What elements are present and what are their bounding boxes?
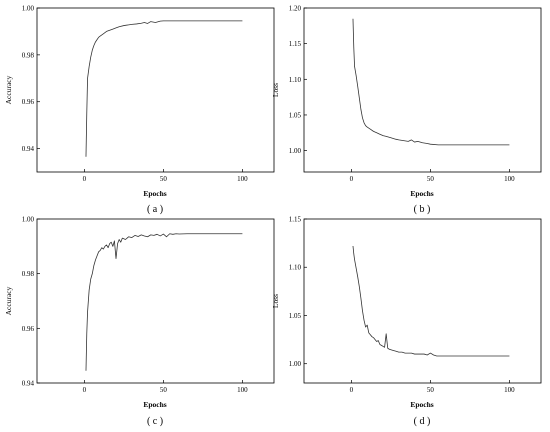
y-tick-label: 0.96 <box>22 325 35 333</box>
x-tick-label: 50 <box>160 175 168 183</box>
panel-caption: ( d ) <box>414 416 431 427</box>
x-tick-label: 0 <box>350 386 354 394</box>
y-tick-label: 1.00 <box>22 5 35 13</box>
y-axis-label: Accuracy <box>4 75 13 104</box>
chart-panel-a: 0 50 100 0.94 0.96 0.98 1.00 Accuracy Epochs (… <box>4 5 275 215</box>
series-line <box>85 233 243 371</box>
x-tick-label: 0 <box>83 175 87 183</box>
plot-frame <box>303 7 542 173</box>
y-tick-label: 1.15 <box>289 216 302 224</box>
x-axis-label: Epochs <box>410 400 433 409</box>
y-tick-label: 0.98 <box>22 270 35 278</box>
plot-marks: 0 50 100 1.00 1.05 1.10 1.15 1.20 <box>289 5 515 184</box>
panel-caption: ( c ) <box>147 416 163 427</box>
y-axis-label: Loss <box>271 83 280 97</box>
x-tick-label: 100 <box>237 386 248 394</box>
y-tick-label: 1.10 <box>289 264 302 272</box>
y-tick-label: 1.05 <box>289 111 302 119</box>
x-tick-label: 100 <box>504 386 515 394</box>
y-tick-label: 1.00 <box>289 360 302 368</box>
x-axis-label: Epochs <box>143 400 166 409</box>
y-tick-label: 1.00 <box>289 147 302 155</box>
x-tick-label: 50 <box>427 175 435 183</box>
chart-panel-b: 0 50 100 1.00 1.05 1.10 1.15 1.20 Loss Epochs (… <box>271 5 542 215</box>
plot-marks: 0 50 100 1.00 1.05 1.10 1.15 <box>289 216 515 395</box>
plot-frame <box>36 218 275 384</box>
y-tick-label: 0.94 <box>22 145 35 153</box>
y-tick-label: 0.98 <box>22 51 35 59</box>
panel-caption: ( b ) <box>414 204 431 215</box>
series-line <box>352 245 510 357</box>
x-axis-label: Epochs <box>410 189 433 198</box>
plot-frame <box>36 7 275 173</box>
y-tick-label: 1.15 <box>289 40 302 48</box>
y-tick-label: 1.10 <box>289 76 302 84</box>
y-tick-label: 1.20 <box>289 5 302 13</box>
y-axis-label: Accuracy <box>4 286 13 315</box>
y-tick-label: 1.00 <box>22 216 35 224</box>
plot-marks: 0 50 100 0.94 0.96 0.98 1.00 <box>22 216 248 395</box>
x-tick-label: 100 <box>237 175 248 183</box>
series-line <box>352 18 510 146</box>
x-axis-label: Epochs <box>143 189 166 198</box>
y-tick-label: 0.94 <box>22 380 35 388</box>
panel-caption: ( a ) <box>147 204 163 215</box>
plot-frame <box>303 218 542 384</box>
x-tick-label: 100 <box>504 175 515 183</box>
chart-panel-c: 0 50 100 0.94 0.96 0.98 1.00 Accuracy Epochs (… <box>4 216 275 427</box>
x-tick-label: 50 <box>160 386 168 394</box>
x-tick-label: 0 <box>83 386 87 394</box>
x-tick-label: 50 <box>427 386 435 394</box>
plot-marks: 0 50 100 0.94 0.96 0.98 1.00 <box>22 5 248 184</box>
y-tick-label: 1.05 <box>289 312 302 320</box>
y-tick-label: 0.96 <box>22 98 35 106</box>
series-line <box>85 20 243 157</box>
chart-panel-d: 0 50 100 1.00 1.05 1.10 1.15 Loss Epochs ( d ) <box>271 216 542 427</box>
x-tick-label: 0 <box>350 175 354 183</box>
y-axis-label: Loss <box>271 294 280 308</box>
